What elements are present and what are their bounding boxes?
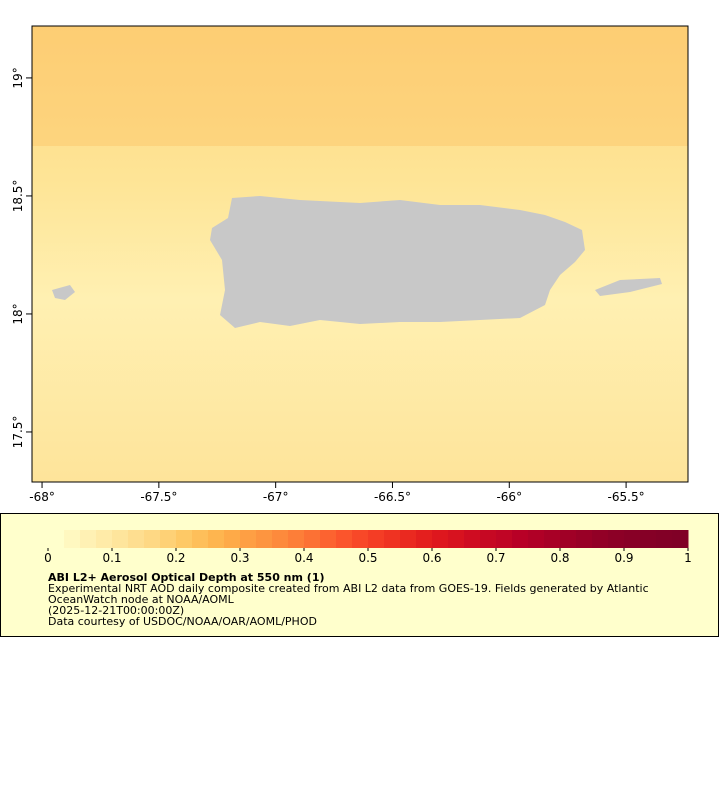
colorbar-swatch — [128, 530, 145, 548]
colorbar-swatch — [256, 530, 273, 548]
colorbar-tick-label: 0.7 — [486, 551, 505, 565]
colorbar-swatch — [592, 530, 609, 548]
colorbar: 0 0.1 0.2 0.3 0.4 0.5 0.6 0.7 0.8 0.9 1 — [44, 530, 692, 565]
colorbar-swatch — [512, 530, 529, 548]
colorbar-swatch — [272, 530, 289, 548]
colorbar-tick-label: 0.1 — [102, 551, 121, 565]
y-tick-label: 19° — [11, 67, 25, 88]
colorbar-swatch — [64, 530, 81, 548]
legend-line: Data courtesy of USDOC/NOAA/OAR/AOML/PHO… — [48, 615, 317, 628]
colorbar-swatch — [560, 530, 577, 548]
colorbar-swatch — [208, 530, 225, 548]
axes: -68° -67.5° -67° -66.5° -66° -65.5° 17.5° 18° 18… — [11, 67, 645, 504]
colorbar-swatch — [624, 530, 641, 548]
colorbar-swatch — [656, 530, 673, 548]
land-vieques — [595, 278, 662, 296]
colorbar-tick-label: 0.4 — [294, 551, 313, 565]
x-tick-label: -66.5° — [374, 490, 411, 504]
colorbar-swatch — [640, 530, 657, 548]
colorbar-swatch — [576, 530, 593, 548]
colorbar-swatch — [400, 530, 417, 548]
aod-field-north — [32, 26, 688, 146]
colorbar-tick-label: 1 — [684, 551, 692, 565]
colorbar-swatch — [448, 530, 465, 548]
x-tick-label: -67° — [263, 490, 289, 504]
colorbar-tick-label: 0.6 — [422, 551, 441, 565]
colorbar-swatch — [304, 530, 321, 548]
colorbar-swatch — [240, 530, 257, 548]
colorbar-swatch — [544, 530, 561, 548]
legend-line: OceanWatch node at NOAA/AOML — [48, 593, 235, 606]
colorbar-swatch — [480, 530, 497, 548]
colorbar-swatch — [432, 530, 449, 548]
colorbar-swatch — [416, 530, 433, 548]
colorbar-swatch — [384, 530, 401, 548]
legend-line: (2025-12-21T00:00:00Z) — [48, 604, 184, 617]
y-tick-label: 18.5° — [11, 180, 25, 213]
colorbar-swatch — [496, 530, 513, 548]
colorbar-swatch — [48, 530, 65, 548]
land-mona — [52, 285, 75, 300]
colorbar-swatch — [144, 530, 161, 548]
plot-frame — [31, 25, 689, 483]
colorbar-swatch — [192, 530, 209, 548]
colorbar-swatch — [80, 530, 97, 548]
colorbar-swatch — [528, 530, 545, 548]
land-puerto-rico — [210, 196, 585, 328]
x-tick-label: -65.5° — [608, 490, 645, 504]
colorbar-tick-label: 0.2 — [166, 551, 185, 565]
colorbar-swatch — [608, 530, 625, 548]
y-tick-label: 18° — [11, 303, 25, 324]
colorbar-swatch — [320, 530, 337, 548]
colorbar-tick-label: 0.3 — [230, 551, 249, 565]
colorbar-swatch — [176, 530, 193, 548]
x-tick-label: -66° — [496, 490, 522, 504]
colorbar-tick-label: 0.8 — [550, 551, 569, 565]
legend-line: Experimental NRT AOD daily composite cre… — [48, 582, 649, 595]
colorbar-swatch — [368, 530, 385, 548]
x-tick-label: -67.5° — [140, 490, 177, 504]
colorbar-swatch — [464, 530, 481, 548]
x-tick-label: -68° — [29, 490, 55, 504]
colorbar-swatch — [224, 530, 241, 548]
colorbar-swatch — [288, 530, 305, 548]
colorbar-swatch — [352, 530, 369, 548]
colorbar-tick-label: 0 — [44, 551, 52, 565]
legend-title: ABI L2+ Aerosol Optical Depth at 550 nm … — [48, 571, 325, 584]
colorbar-tick-label: 0.5 — [358, 551, 377, 565]
colorbar-swatch — [336, 530, 353, 548]
colorbar-swatch — [672, 530, 689, 548]
y-tick-label: 17.5° — [11, 416, 25, 449]
colorbar-tick-label: 0.9 — [614, 551, 633, 565]
colorbar-swatch — [112, 530, 129, 548]
colorbar-swatch — [96, 530, 113, 548]
colorbar-swatch — [160, 530, 177, 548]
